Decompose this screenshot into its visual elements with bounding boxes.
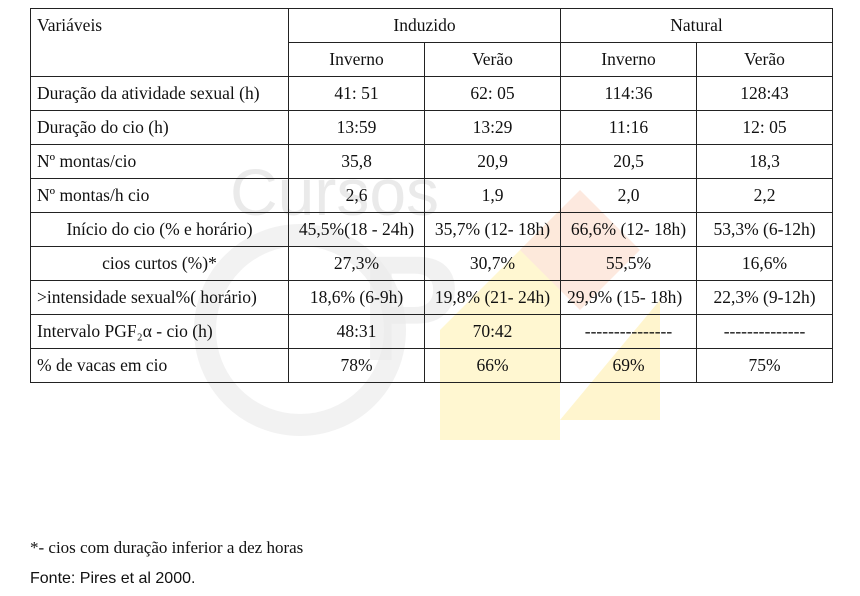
- table-cell: 114:36: [560, 76, 697, 111]
- table-cell: --------------: [696, 314, 833, 349]
- table-cell: 29,9% (15- 18h): [560, 280, 697, 315]
- data-table: Variáveis Induzido Natural Inverno Verão…: [30, 8, 833, 383]
- row-label: % de vacas em cio: [30, 348, 289, 383]
- table-cell: 55,5%: [560, 246, 697, 281]
- table-cell: 69%: [560, 348, 697, 383]
- table-cell: 22,3% (9-12h): [696, 280, 833, 315]
- table-row: Nº montas/cio 35,8 20,9 20,5 18,3: [30, 144, 833, 179]
- table-cell: 41: 51: [288, 76, 425, 111]
- table-cell: 30,7%: [424, 246, 561, 281]
- table-cell: 2,2: [696, 178, 833, 213]
- row-label: Nº montas/cio: [30, 144, 289, 179]
- table-cell: 70:42: [424, 314, 561, 349]
- header-row-groups: Variáveis Induzido Natural: [30, 8, 833, 77]
- row-label: Intervalo PGF₂α - cio (h): [30, 314, 289, 349]
- table-cell: 12: 05: [696, 110, 833, 145]
- row-label: Duração da atividade sexual (h): [30, 76, 289, 111]
- table-cell: 48:31: [288, 314, 425, 349]
- table-cell: 62: 05: [424, 76, 561, 111]
- table-cell: 35,8: [288, 144, 425, 179]
- table-cell: 16,6%: [696, 246, 833, 281]
- table-cell: 20,9: [424, 144, 561, 179]
- table-cell: 45,5%(18 - 24h): [288, 212, 425, 247]
- table-row: Duração do cio (h) 13:59 13:29 11:16 12:…: [30, 110, 833, 145]
- table-cell: 13:59: [288, 110, 425, 145]
- table-cell: 66,6% (12- 18h): [560, 212, 697, 247]
- table-cell: 78%: [288, 348, 425, 383]
- header-variaveis: Variáveis: [30, 8, 289, 77]
- table-row: Intervalo PGF₂α - cio (h) 48:31 70:42 --…: [30, 314, 833, 349]
- table-cell: ---------------: [560, 314, 697, 349]
- table-cell: 20,5: [560, 144, 697, 179]
- header-verao-natural: Verão: [696, 42, 833, 77]
- table-cell: 18,3: [696, 144, 833, 179]
- table-cell: 1,9: [424, 178, 561, 213]
- table-cell: 27,3%: [288, 246, 425, 281]
- header-natural: Natural: [560, 8, 833, 43]
- table-cell: 75%: [696, 348, 833, 383]
- row-label: >intensidade sexual%( horário): [30, 280, 289, 315]
- table-cell: 19,8% (21- 24h): [424, 280, 561, 315]
- table-row: Início do cio (% e horário) 45,5%(18 - 2…: [30, 212, 833, 247]
- header-inverno-induzido: Inverno: [288, 42, 425, 77]
- table-cell: 18,6% (6-9h): [288, 280, 425, 315]
- table-cell: 35,7% (12- 18h): [424, 212, 561, 247]
- row-label: Nº montas/h cio: [30, 178, 289, 213]
- table-row: % de vacas em cio 78% 66% 69% 75%: [30, 348, 833, 383]
- header-inverno-natural: Inverno: [560, 42, 697, 77]
- table-row: Duração da atividade sexual (h) 41: 51 6…: [30, 76, 833, 111]
- table-cell: 66%: [424, 348, 561, 383]
- header-verao-induzido: Verão: [424, 42, 561, 77]
- header-induzido: Induzido: [288, 8, 561, 43]
- table-cell: 2,6: [288, 178, 425, 213]
- table-cell: 2,0: [560, 178, 697, 213]
- source-note: Fonte: Pires et al 2000.: [30, 570, 196, 587]
- row-label: cios curtos (%)*: [30, 246, 289, 281]
- footnote: *- cios com duração inferior a dez horas: [30, 538, 304, 557]
- table-row: cios curtos (%)* 27,3% 30,7% 55,5% 16,6%: [30, 246, 833, 281]
- table-cell: 13:29: [424, 110, 561, 145]
- table-row: >intensidade sexual%( horário) 18,6% (6-…: [30, 280, 833, 315]
- table-cell: 128:43: [696, 76, 833, 111]
- table-row: Nº montas/h cio 2,6 1,9 2,0 2,2: [30, 178, 833, 213]
- row-label: Início do cio (% e horário): [30, 212, 289, 247]
- row-label: Duração do cio (h): [30, 110, 289, 145]
- table-cell: 11:16: [560, 110, 697, 145]
- table-cell: 53,3% (6-12h): [696, 212, 833, 247]
